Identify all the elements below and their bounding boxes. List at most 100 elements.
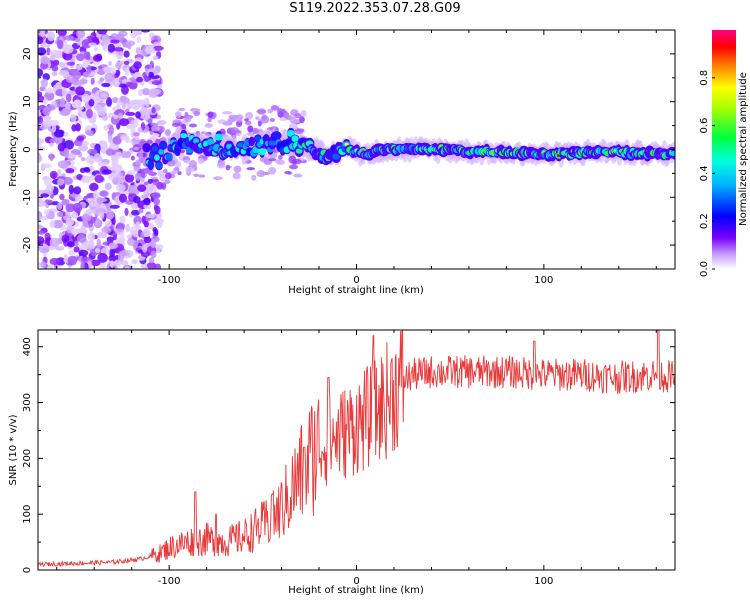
spectrogram-cell bbox=[241, 156, 247, 165]
colorbar-tick-label: 0.6 bbox=[699, 118, 710, 134]
spectrogram-cell bbox=[94, 152, 101, 162]
spectrogram-cell bbox=[188, 160, 197, 168]
spectrogram-cell bbox=[94, 247, 101, 254]
spectrogram-cell bbox=[40, 261, 46, 269]
spectrogram-cell bbox=[96, 30, 108, 35]
spectrogram-cell bbox=[49, 153, 54, 162]
spectrogram-cell bbox=[198, 174, 206, 178]
spectrogram-cell bbox=[103, 125, 109, 131]
spectrogram-cell bbox=[104, 220, 112, 228]
spectrogram-cell bbox=[235, 120, 242, 128]
spectrogram-cell bbox=[246, 167, 256, 171]
spectrogram-cell bbox=[106, 236, 115, 243]
spectrogram-cell bbox=[87, 148, 98, 155]
spectrogram-cell bbox=[89, 182, 99, 192]
spectrogram-cell bbox=[150, 88, 162, 95]
spectrogram-cell bbox=[137, 184, 147, 192]
spectrogram-cell bbox=[134, 172, 142, 181]
spectrogram-cell bbox=[152, 227, 158, 233]
spectrogram-cell bbox=[124, 265, 130, 269]
spectrogram-cell bbox=[164, 179, 171, 185]
spectrogram-cell bbox=[109, 260, 115, 268]
spectrogram-cell bbox=[143, 237, 152, 244]
spectrogram-cell bbox=[140, 30, 151, 33]
spectrogram-cell bbox=[115, 184, 126, 192]
spectrogram-cell bbox=[108, 254, 117, 262]
spectrogram-cell bbox=[109, 204, 120, 209]
spectrogram-cell bbox=[91, 36, 100, 43]
spectrogram-cell bbox=[143, 181, 149, 186]
spectrogram-cell bbox=[273, 131, 280, 140]
spectrogram-cell bbox=[124, 173, 135, 183]
spectrogram-cell bbox=[75, 86, 85, 96]
spectrogram-cell bbox=[252, 127, 259, 135]
spectrogram-cell bbox=[96, 208, 107, 213]
spectrogram-cell bbox=[70, 211, 79, 219]
spectrogram-cell bbox=[116, 98, 121, 109]
spectrogram-cell bbox=[155, 162, 163, 170]
spectrogram-cell bbox=[256, 109, 267, 114]
spectrogram-cell bbox=[95, 217, 101, 226]
spectrogram-cell bbox=[193, 110, 201, 117]
spectrogram-cell bbox=[255, 116, 260, 120]
spectrogram-cell bbox=[90, 259, 101, 267]
spectrogram-cell bbox=[188, 123, 197, 128]
spectrogram-cell bbox=[148, 257, 155, 264]
spectrogram-cell bbox=[40, 56, 50, 65]
spectrogram-cell bbox=[47, 31, 56, 42]
colorbar-ticks: 0.0 0.2 0.4 0.6 0.8 bbox=[699, 70, 715, 277]
spectrogram-cell bbox=[78, 144, 89, 152]
spectrogram-cell bbox=[72, 71, 82, 80]
spectrogram-cell bbox=[278, 154, 283, 160]
spectrogram-cell bbox=[90, 77, 95, 85]
spectrogram-cell bbox=[220, 160, 226, 166]
spectrogram-cell bbox=[38, 68, 44, 77]
snr-y-tick-label: 200 bbox=[22, 449, 33, 468]
spectrogram-cell bbox=[96, 196, 103, 203]
spectrogram-cell bbox=[151, 145, 159, 152]
spectrogram-cell bbox=[88, 98, 95, 107]
spectrogram-cell bbox=[81, 213, 92, 222]
spectrogram-cell bbox=[73, 246, 80, 253]
spectrogram-cell bbox=[158, 148, 164, 155]
spectrogram-cell bbox=[107, 112, 114, 118]
spectrogram-x-tick-label: -100 bbox=[158, 275, 181, 286]
spectrogram-cell bbox=[300, 109, 307, 118]
spectrogram-cell bbox=[150, 239, 156, 248]
spectrogram-cell bbox=[261, 114, 268, 120]
spectrogram-cell bbox=[193, 138, 200, 144]
spectrogram-cell bbox=[88, 42, 97, 47]
spectrogram-cell bbox=[111, 177, 121, 185]
spectrogram-cell bbox=[294, 128, 304, 135]
spectrogram-cell bbox=[269, 118, 276, 122]
spectrogram-cell bbox=[87, 64, 92, 75]
spectrogram-cell bbox=[92, 111, 97, 122]
spectrogram-cell bbox=[74, 196, 81, 202]
spectrogram-cell bbox=[43, 199, 54, 204]
snr-y-tick-label: 300 bbox=[22, 393, 33, 412]
spectrogram-cell bbox=[145, 45, 155, 55]
spectrogram-cell bbox=[268, 140, 277, 146]
spectrogram-cell bbox=[212, 176, 223, 181]
spectrogram-cell bbox=[151, 125, 161, 132]
spectrogram-cell bbox=[55, 246, 65, 251]
spectrogram-heatmap bbox=[38, 30, 675, 269]
spectrogram-cell bbox=[669, 150, 675, 157]
spectrogram-cell bbox=[148, 71, 154, 78]
spectrogram-cell bbox=[101, 227, 111, 233]
spectrogram-cell bbox=[143, 229, 150, 238]
spectrogram-cell bbox=[97, 161, 108, 167]
spectrogram-cell bbox=[165, 172, 172, 180]
spectrogram-cell bbox=[67, 255, 78, 266]
spectrogram-cell bbox=[125, 111, 136, 117]
spectrogram-cell bbox=[256, 170, 266, 178]
spectrogram-cell bbox=[99, 92, 108, 99]
spectrogram-cell bbox=[332, 153, 341, 160]
spectrogram-cell bbox=[152, 178, 160, 186]
spectrogram-cell bbox=[38, 115, 44, 124]
spectrogram-cell bbox=[56, 169, 62, 177]
spectrogram-cell bbox=[157, 170, 165, 177]
spectrogram-cell bbox=[38, 152, 41, 163]
spectrogram-cell bbox=[130, 32, 137, 39]
spectrogram-cell bbox=[112, 135, 122, 145]
